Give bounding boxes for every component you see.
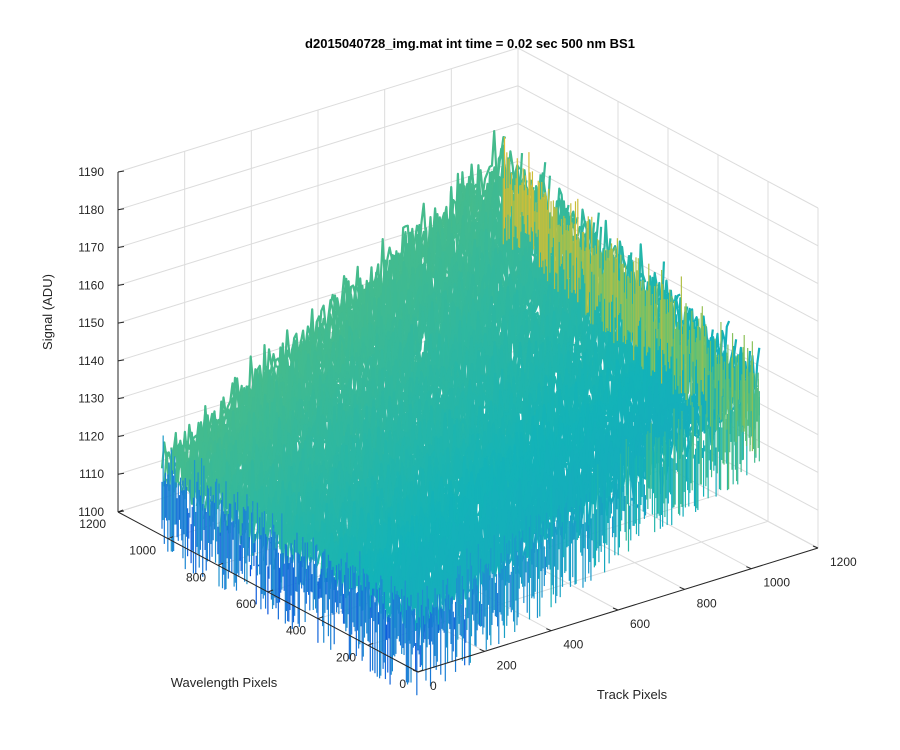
z-tick-label: 1120 xyxy=(78,429,104,443)
wavelength-tick-label: 0 xyxy=(399,677,406,691)
z-tick-label: 1150 xyxy=(78,316,104,330)
z-tick-mark xyxy=(117,434,125,437)
track-tick-label: 0 xyxy=(430,679,437,693)
grid-line xyxy=(117,160,519,286)
track-tick-mark xyxy=(612,607,619,611)
surface-mesh xyxy=(160,130,761,696)
track-tick-label: 400 xyxy=(563,638,583,652)
wavelength-tick-mark xyxy=(117,509,124,513)
wavelength-tick-mark xyxy=(267,589,274,593)
wavelength-tick-mark xyxy=(417,669,424,673)
z-tick-mark xyxy=(117,321,125,324)
track-tick-mark xyxy=(479,648,485,652)
wavelength-tick-label: 1200 xyxy=(79,517,106,531)
track-tick-mark xyxy=(746,566,752,570)
z-tick-mark xyxy=(117,472,125,475)
wavelength-tick-label: 600 xyxy=(236,597,256,611)
z-tick-label: 1180 xyxy=(78,203,104,217)
wavelength-axis-ticks: 0 200 400 600 800 1000 1200 xyxy=(79,509,424,691)
z-tick-mark xyxy=(117,170,125,173)
track-axis-ticks: 0 200 400 600 800 1000 1200 xyxy=(412,545,857,693)
z-tick-label: 1170 xyxy=(78,241,104,255)
wavelength-tick-mark xyxy=(217,562,224,566)
z-tick-mark xyxy=(117,397,125,400)
z-tick-label: 1190 xyxy=(78,165,104,179)
z-axis-ticks: 1100 1110 1120 1130 1140 1150 1160 1170 1180 1190 xyxy=(78,165,125,519)
wavelength-tick-label: 1000 xyxy=(129,544,156,558)
y-axis-label: Wavelength Pixels xyxy=(171,675,278,690)
wavelength-tick-mark xyxy=(317,616,324,620)
z-axis-label: Signal (ADU) xyxy=(40,274,55,350)
grid-line xyxy=(517,85,819,247)
wavelength-tick-label: 800 xyxy=(186,570,206,584)
wavelength-tick-mark xyxy=(367,642,374,646)
grid-line xyxy=(117,85,519,211)
grid-line xyxy=(117,47,519,173)
track-tick-label: 200 xyxy=(497,658,517,672)
grid-line xyxy=(517,47,819,209)
track-tick-mark xyxy=(546,628,552,632)
track-tick-label: 800 xyxy=(697,596,717,610)
z-tick-label: 1140 xyxy=(78,354,104,368)
z-tick-mark xyxy=(117,359,125,362)
track-tick-mark xyxy=(679,586,685,590)
grid-line xyxy=(517,160,819,322)
surface-row xyxy=(184,174,528,493)
wavelength-tick-label: 200 xyxy=(336,650,356,664)
wavelength-tick-label: 400 xyxy=(286,624,306,638)
track-tick-label: 600 xyxy=(630,617,650,631)
x-axis-label: Track Pixels xyxy=(597,687,668,702)
z-tick-mark xyxy=(117,208,125,211)
grid-line xyxy=(117,123,519,249)
track-tick-mark xyxy=(412,669,419,673)
z-tick-label: 1130 xyxy=(78,392,104,406)
z-tick-mark xyxy=(117,283,125,286)
chart-title: d2015040728_img.mat int time = 0.02 sec … xyxy=(305,36,635,51)
track-tick-label: 1000 xyxy=(763,576,790,590)
z-tick-label: 1110 xyxy=(79,467,104,481)
surface-row xyxy=(160,130,504,471)
grid-line xyxy=(517,123,819,284)
track-tick-mark xyxy=(812,545,819,549)
track-tick-label: 1200 xyxy=(830,555,857,569)
z-tick-label: 1160 xyxy=(78,278,104,292)
z-tick-mark xyxy=(117,246,125,249)
wavelength-tick-mark xyxy=(167,536,174,540)
z-tick-label: 1100 xyxy=(78,505,104,519)
